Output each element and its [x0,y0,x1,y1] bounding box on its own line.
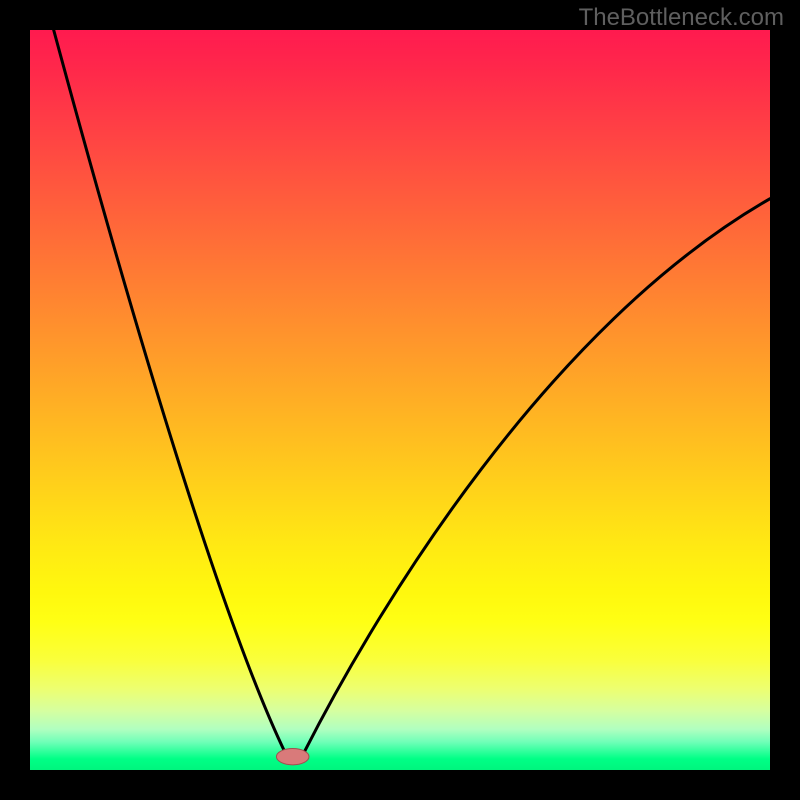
watermark-text: TheBottleneck.com [579,4,784,32]
v-curve-path [54,30,770,753]
notch-marker [276,749,309,765]
plot-area [30,30,770,770]
curve-layer [30,30,770,770]
chart-frame: TheBottleneck.com [0,0,800,800]
